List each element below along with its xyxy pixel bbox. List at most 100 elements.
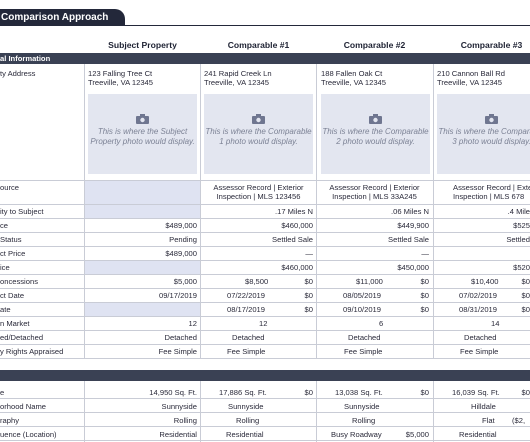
concessions-adj-comp1: $0 <box>304 277 313 286</box>
label-days-on-market: n Market <box>0 319 30 328</box>
row-divider <box>0 440 530 441</box>
camera-icon <box>136 114 149 124</box>
label-site-size: e <box>0 388 5 397</box>
column-divider <box>433 64 434 358</box>
contract-date-adj-comp2: $0 <box>420 291 429 300</box>
label-price: ce <box>0 221 9 230</box>
status-subject: Pending <box>169 235 197 244</box>
detached-subject: Detached <box>164 333 197 342</box>
detached-comp1: Detached <box>232 333 265 342</box>
rights-comp2: Fee Simple <box>344 347 383 356</box>
label-contract-price: ct Price <box>0 249 26 258</box>
concessions-comp2: $11,000 <box>356 277 383 286</box>
proximity-comp2: .06 Miles N <box>391 207 429 216</box>
influence-comp2: Busy Roadway <box>331 430 382 439</box>
column-header-comp1: Comparable #1 <box>227 40 290 50</box>
size-adj-comp1: $0 <box>304 388 313 397</box>
concessions-comp1: $8,500 <box>245 277 269 286</box>
row-divider <box>0 302 530 303</box>
influence-adj-comp2: $5,000 <box>405 430 429 439</box>
column-divider <box>316 64 317 358</box>
column-divider <box>316 381 317 442</box>
concessions-adj-comp2: $0 <box>420 277 429 286</box>
topography-comp1: Rolling <box>236 416 260 425</box>
column-header-comp3: Comparable #3 <box>460 40 523 50</box>
label-status: Status <box>0 235 22 244</box>
column-header-subject: Subject Property <box>108 40 177 50</box>
market-subject: 12 <box>188 319 197 328</box>
column-divider <box>433 381 434 442</box>
contract-date-adj-comp1: $0 <box>304 291 313 300</box>
section-header-site <box>0 370 530 381</box>
contract-price-comp2: — <box>421 249 429 258</box>
price-subject: $489,000 <box>165 221 197 230</box>
sale-date-adj-comp3: $0 <box>521 305 530 314</box>
empty-cell <box>85 181 200 204</box>
market-comp1: 12 <box>259 319 268 328</box>
topography-comp2: Rolling <box>352 416 376 425</box>
concessions-subject: $5,000 <box>173 277 197 286</box>
size-adj-comp2: $0 <box>420 388 429 397</box>
label-contract-date: ct Date <box>0 291 25 300</box>
photo-placeholder-comp2: This is where the Comparable 2 photo wou… <box>321 94 430 174</box>
source-comp3: Assessor Record | Exte Inspection | MLS 6… <box>453 183 530 201</box>
sale-date-adj-comp2: $0 <box>420 305 429 314</box>
label-neighborhood: orhood Name <box>0 402 47 411</box>
source-comp1: Assessor Record | Exterior Inspection | M… <box>213 183 304 201</box>
label-sale-price: ice <box>0 263 10 272</box>
row-divider <box>0 412 530 413</box>
contract-date-adj-comp3: $0 <box>521 291 530 300</box>
sale-price-comp1: $460,000 <box>281 263 313 272</box>
neighborhood-subject: Sunnyside <box>161 402 197 411</box>
size-adj-comp3: $0 <box>521 388 530 397</box>
row-divider <box>0 398 530 399</box>
column-divider <box>84 381 85 442</box>
row-divider <box>0 232 530 233</box>
section-general-information: al Information <box>0 53 530 64</box>
rights-comp3: Fee Simple <box>460 347 499 356</box>
status-comp1: Settled Sale <box>272 235 313 244</box>
column-header-comp2: Comparable #2 <box>343 40 406 50</box>
row-divider <box>0 316 530 317</box>
contract-date-comp3: 07/02/2019 <box>459 291 498 300</box>
contract-price-subject: $489,000 <box>165 249 197 258</box>
sale-date-comp3: 08/31/2019 <box>459 305 498 314</box>
influence-subject: Residential <box>159 430 197 439</box>
column-divider <box>200 64 201 358</box>
proximity-comp3: .4 Mile <box>507 207 530 216</box>
contract-price-comp1: — <box>305 249 313 258</box>
label-influence: uence (Location) <box>0 430 57 439</box>
row-divider <box>0 358 530 359</box>
rights-subject: Fee Simple <box>158 347 197 356</box>
empty-cell <box>85 303 200 316</box>
contract-date-comp2: 08/05/2019 <box>343 291 382 300</box>
size-comp1: 17,886 Sq. Ft. <box>219 388 267 397</box>
photo-placeholder-comp3: This is where the Comparable 3 photo wou… <box>437 94 530 174</box>
sale-date-comp2: 09/10/2019 <box>343 305 382 314</box>
label-property-rights: y Rights Appraised <box>0 347 64 356</box>
influence-comp3: Residential <box>459 430 497 439</box>
row-divider <box>0 344 530 345</box>
photo-placeholder-subject: This is where the Subject Property photo… <box>88 94 197 174</box>
address-comp1: 241 Rapid Creek Ln Treeville, VA 12345 <box>204 69 272 87</box>
size-comp3: 16,039 Sq. Ft. <box>452 388 500 397</box>
topography-comp3: Flat <box>482 416 495 425</box>
concessions-comp3: $10,400 <box>471 277 499 286</box>
column-divider <box>200 381 201 442</box>
label-proximity: ity to Subject <box>0 207 44 216</box>
neighborhood-comp1: Sunnyside <box>228 402 264 411</box>
address-comp2: 188 Fallen Oak Ct Treeville, VA 12345 <box>321 69 387 87</box>
influence-comp1: Residential <box>226 430 264 439</box>
concessions-adj-comp3: $0 <box>521 277 530 286</box>
detached-comp2: Detached <box>348 333 381 342</box>
contract-date-subject: 09/17/2019 <box>158 291 197 300</box>
address-comp3: 210 Cannon Ball Rd Treeville, VA 12345 <box>437 69 505 87</box>
neighborhood-comp3: Hilldale <box>471 402 496 411</box>
address-subject: 123 Falling Tree Ct Treeville, VA 12345 <box>88 69 154 87</box>
row-divider <box>0 288 530 289</box>
source-comp2: Assessor Record | Exterior Inspection | M… <box>329 183 420 201</box>
sale-price-comp2: $450,000 <box>397 263 429 272</box>
label-topography: raphy <box>0 416 19 425</box>
label-sale-date: ate <box>0 305 11 314</box>
price-comp3: $525 <box>513 221 530 230</box>
